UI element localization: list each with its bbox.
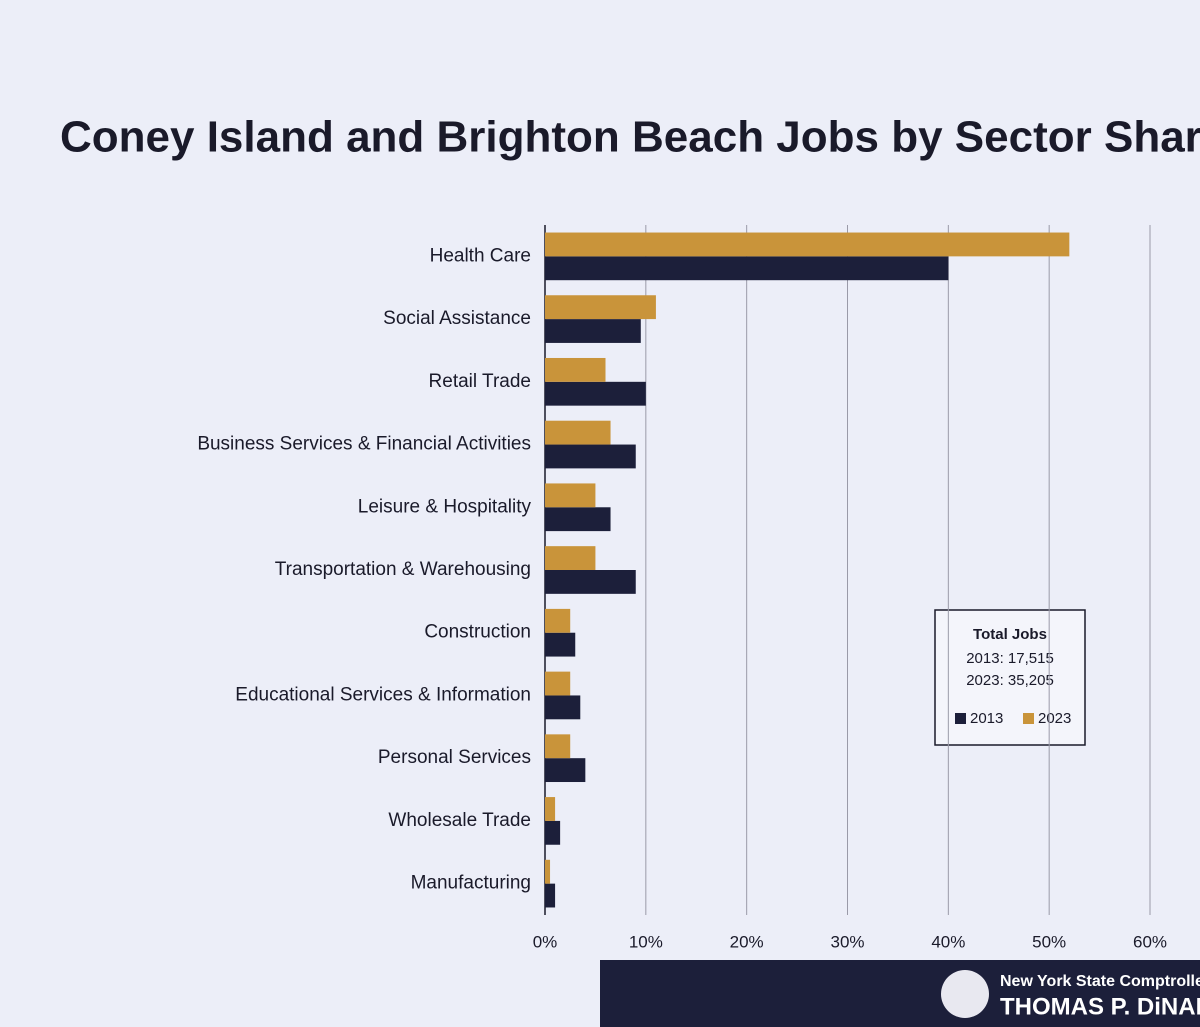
y-tick-label: Wholesale Trade <box>388 810 531 831</box>
y-tick-label: Leisure & Hospitality <box>358 496 532 517</box>
bar <box>545 671 571 696</box>
x-tick-label: 30% <box>830 932 864 951</box>
bar <box>545 357 606 382</box>
legend-swatch <box>955 713 966 724</box>
y-tick-label: Educational Services & Information <box>235 684 531 705</box>
x-tick-label: 10% <box>629 932 663 951</box>
footer-name: THOMAS P. DiNAPOLI <box>1000 993 1200 1020</box>
y-tick-label: Manufacturing <box>411 873 531 894</box>
bar <box>545 608 571 633</box>
bar <box>545 820 561 845</box>
legend-label: 2013 <box>970 710 1003 727</box>
bar <box>545 444 636 469</box>
bar <box>545 546 596 570</box>
bar <box>545 483 596 508</box>
y-tick-label: Retail Trade <box>429 371 531 392</box>
bar <box>545 734 571 759</box>
legend: Total Jobs 2013: 17,515 2023: 35,205 201… <box>934 609 1086 746</box>
x-tick-label: 0% <box>533 932 558 951</box>
bar <box>545 319 641 343</box>
legend-note: 2023: 35,205 <box>966 672 1054 689</box>
legend-note: 2013: 17,515 <box>966 650 1054 667</box>
bar <box>545 295 656 320</box>
bar <box>545 859 551 884</box>
seal <box>941 970 989 1018</box>
bar <box>545 256 949 281</box>
bar <box>545 797 556 821</box>
y-tick-label: Social Assistance <box>383 308 531 329</box>
legend-swatch <box>1023 713 1034 724</box>
footer-bar <box>600 960 1200 1027</box>
bar <box>545 883 556 908</box>
chart-title: Coney Island and Brighton Beach Jobs by … <box>60 113 1200 162</box>
y-tick-label: Personal Services <box>378 747 531 768</box>
bar <box>545 381 646 406</box>
x-tick-label: 60% <box>1133 932 1167 951</box>
x-tick-label: 20% <box>730 932 764 951</box>
y-tick-label: Business Services & Financial Activities <box>197 434 531 455</box>
bar <box>545 695 581 720</box>
x-tick-label: 50% <box>1032 932 1066 951</box>
y-tick-label: Transportation & Warehousing <box>275 559 531 580</box>
bar <box>545 758 586 783</box>
legend-title: Total Jobs <box>973 626 1047 643</box>
y-tick-label: Construction <box>424 622 531 643</box>
bar <box>545 632 576 657</box>
bar <box>545 232 1070 257</box>
bar <box>545 420 611 445</box>
x-tick-label: 40% <box>931 932 965 951</box>
bar <box>545 570 636 594</box>
y-tick-label: Health Care <box>430 245 531 266</box>
legend-label: 2023 <box>1038 710 1071 727</box>
footer-line: New York State Comptroller <box>1000 973 1200 990</box>
bar <box>545 507 611 532</box>
